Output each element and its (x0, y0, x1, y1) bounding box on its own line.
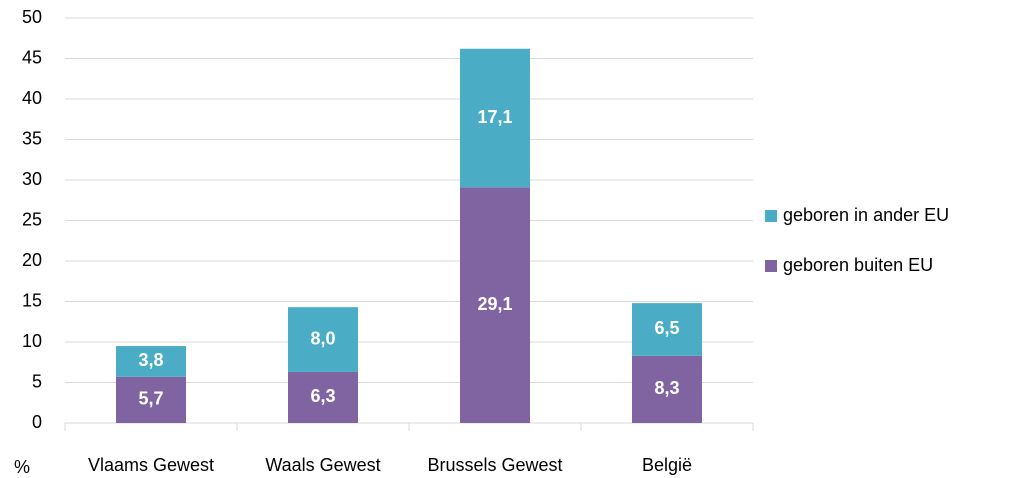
data-label: 8,0 (310, 328, 335, 348)
bar-segment (116, 376, 186, 423)
data-label: 6,3 (310, 386, 335, 406)
x-tick-label: Vlaams Gewest (88, 455, 214, 475)
y-tick-label: 30 (22, 169, 42, 189)
y-tick-label: 15 (22, 290, 42, 310)
bar-segment (632, 303, 702, 356)
legend-swatch (765, 260, 777, 272)
data-label: 5,7 (138, 389, 163, 409)
x-tick-label: België (642, 455, 692, 475)
bar-segment (632, 355, 702, 423)
data-label: 29,1 (477, 294, 512, 314)
data-label: 6,5 (654, 318, 679, 338)
y-tick-label: 25 (22, 209, 42, 229)
y-tick-label: 35 (22, 128, 42, 148)
legend-label: geboren in ander EU (783, 205, 949, 225)
bar-segment (460, 187, 530, 423)
x-tick-label: Brussels Gewest (427, 455, 562, 475)
data-label: 3,8 (138, 350, 163, 370)
bar-segment (460, 48, 530, 188)
data-label: 8,3 (654, 378, 679, 398)
y-tick-label: 5 (32, 371, 42, 391)
y-tick-label: 10 (22, 331, 42, 351)
bar-segment (288, 307, 358, 372)
bar-segment (288, 371, 358, 423)
y-tick-label: 45 (22, 47, 42, 67)
data-label: 17,1 (477, 107, 512, 127)
legend-label: geboren buiten EU (783, 255, 933, 275)
y-tick-label: 20 (22, 250, 42, 270)
bar-segment (116, 346, 186, 377)
legend-swatch (765, 210, 777, 222)
y-tick-label: 0 (32, 412, 42, 432)
x-tick-label: Waals Gewest (265, 455, 380, 475)
y-tick-label: 40 (22, 88, 42, 108)
y-tick-label: 50 (22, 7, 42, 27)
y-axis-label: % (14, 457, 30, 477)
